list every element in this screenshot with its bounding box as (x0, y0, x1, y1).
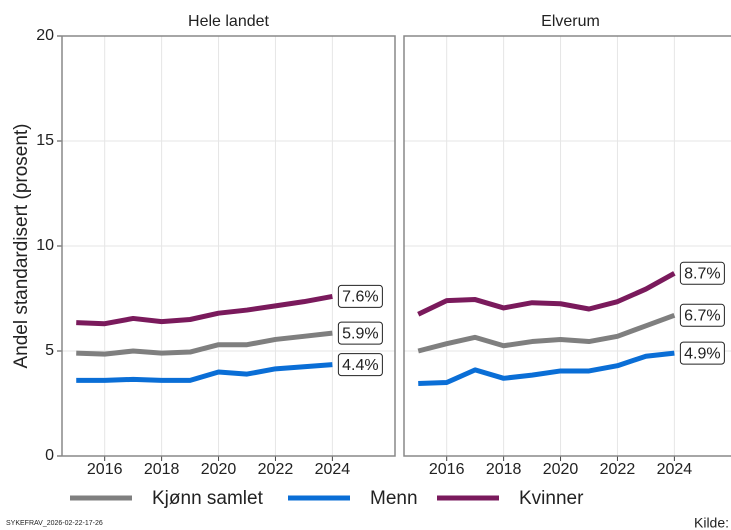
value-label: 8.7% (684, 266, 720, 283)
y-tick-label: 20 (36, 27, 54, 44)
x-tick-label: 2020 (543, 461, 579, 478)
legend-label: Kvinner (519, 488, 584, 509)
x-tick-label: 2016 (87, 461, 123, 478)
x-tick-label: 2016 (429, 461, 465, 478)
facet-title: Hele landet (188, 13, 270, 30)
source: Kilde: SSB (694, 515, 731, 530)
value-label-box (679, 303, 725, 327)
note: SYKEFRAV_2026-02-22-17-26 (6, 520, 103, 527)
series-line (76, 330, 333, 357)
value-label-box (679, 341, 725, 365)
x-tick-label: 2020 (201, 461, 237, 478)
legend-label: Kjønn samlet (152, 488, 264, 509)
x-tick-label: 2022 (600, 461, 636, 478)
series-line (417, 312, 676, 354)
series-line (76, 362, 333, 383)
value-label-box (337, 284, 383, 308)
y-tick-label: 15 (36, 132, 54, 149)
legend-label: Menn (370, 488, 418, 509)
x-tick-label: 2018 (486, 461, 522, 478)
y-tick-label: 0 (45, 447, 54, 464)
value-label-box (679, 261, 725, 285)
series-line (418, 350, 675, 387)
value-label: 4.4% (342, 357, 378, 374)
y-tick-label: 10 (36, 237, 54, 254)
facet-title: Elverum (541, 13, 600, 30)
series-line (417, 271, 676, 317)
value-label: 7.6% (342, 289, 378, 306)
panel-border (61, 35, 396, 457)
value-label-box (337, 321, 383, 345)
panel-border (403, 35, 731, 457)
y-tick-label: 5 (45, 342, 54, 359)
value-label-box (337, 353, 383, 377)
x-tick-label: 2022 (258, 461, 294, 478)
x-tick-label: 2018 (144, 461, 180, 478)
y-axis-title: Andel standardisert (prosent) (11, 123, 32, 368)
value-label: 5.9% (342, 325, 378, 342)
series-line (76, 293, 333, 327)
value-label: 6.7% (684, 308, 720, 325)
x-tick-label: 2024 (315, 461, 351, 478)
value-label: 4.9% (684, 345, 720, 362)
x-tick-label: 2024 (657, 461, 693, 478)
